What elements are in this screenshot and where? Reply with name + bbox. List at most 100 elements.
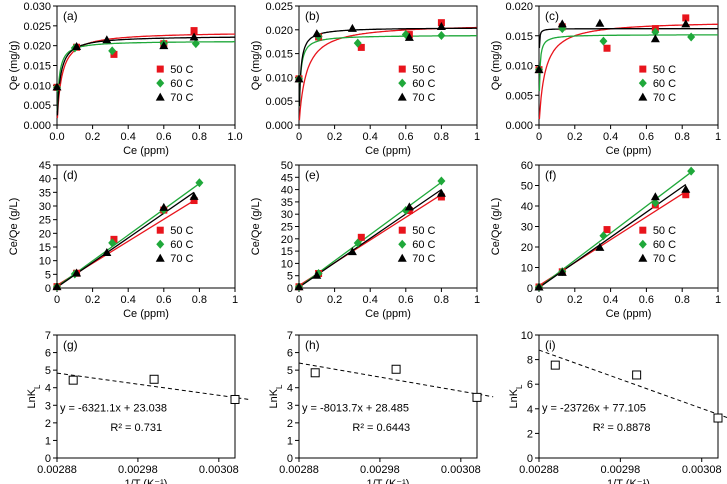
x-tick-label: 0.8 [675, 294, 690, 306]
x-tick-label: 0.00298 [360, 464, 400, 476]
x-axis-title: Ce (ppm) [365, 145, 411, 157]
legend-label: 70 C [653, 92, 676, 104]
y-tick-label: 35 [39, 187, 51, 199]
y-tick-label: 5 [45, 365, 51, 377]
x-axis-title: 1/T (K⁻¹) [607, 478, 650, 484]
data-point-70C [159, 202, 169, 211]
y-tick-label: 4 [287, 383, 293, 395]
data-point [713, 413, 723, 423]
trend-equation: y = -6321.1x + 23.038 [60, 402, 167, 414]
legend-marker [398, 226, 406, 234]
chart-panel-g: 0 1 2 3 4 5 6 7 0.00288 0.00298 0.00308 1/T (K⁻¹) Ln… [26, 330, 252, 484]
x-tick-label: 0.00298 [600, 464, 640, 476]
data-point-70C [557, 19, 567, 28]
legend-marker [398, 239, 407, 249]
y-tick-label: 0.010 [23, 80, 51, 92]
y-tick-label: 0 [45, 283, 51, 295]
x-tick-label: 0.00298 [118, 464, 158, 476]
y-tick-label: 7 [287, 330, 293, 342]
fit-curve-60C [298, 35, 477, 107]
data-point-70C [436, 21, 446, 30]
y-tick-label: 0 [287, 283, 293, 295]
legend-marker [639, 226, 647, 234]
y-tick-label: 20 [521, 242, 533, 254]
plot-frame [538, 164, 719, 289]
y-tick-label: 8 [527, 355, 533, 367]
data-point-50C [190, 197, 198, 205]
data-point-70C [347, 23, 357, 32]
y-tick-label: 6 [45, 348, 51, 360]
data-point-70C [650, 192, 660, 201]
panel-label: (g) [63, 338, 78, 352]
fit-line-60C [298, 181, 442, 288]
x-tick-label: 0.6 [639, 294, 654, 306]
chart-panel-c: 0.000 0.005 0.010 0.015 0.020 0 0.2 0.4 0.6 0.8 1 C… [490, 1, 721, 157]
data-point [310, 368, 320, 378]
data-point-50C [110, 235, 118, 243]
legend-label: 50 C [653, 225, 676, 237]
data-point-60C [108, 238, 117, 248]
data-point [550, 360, 560, 370]
x-tick-label: 1 [232, 294, 238, 306]
fit-line-70C [298, 189, 442, 288]
fit-curve-70C [298, 27, 477, 107]
y-tick-label: 0.010 [505, 61, 533, 73]
fit-curve-60C [538, 34, 718, 92]
data-point-70C [595, 242, 605, 251]
y-tick-label: 10 [39, 256, 51, 268]
data-point-50C [682, 191, 690, 199]
r-squared: R² = 0.8878 [593, 422, 651, 434]
x-tick-label: 0.4 [121, 131, 136, 143]
data-point-70C [189, 32, 199, 41]
x-tick-label: 0.6 [156, 294, 171, 306]
y-axis-title-subscript: L [33, 384, 42, 389]
y-tick-label: 25 [281, 222, 293, 234]
y-tick-label: 10 [521, 330, 533, 342]
y-tick-label: 0.015 [23, 61, 51, 73]
data-point [472, 392, 482, 402]
x-tick-label: 0.2 [567, 294, 582, 306]
x-tick-label: 0 [536, 294, 542, 306]
y-tick-label: 0.000 [23, 120, 51, 132]
y-tick-label: 2 [287, 418, 293, 430]
legend-label: 50 C [412, 64, 435, 76]
legend-label: 50 C [170, 225, 193, 237]
legend-marker [156, 239, 165, 249]
y-axis-title: Ce/Qe (g/L) [8, 198, 20, 255]
legend-label: 70 C [412, 92, 435, 104]
y-tick-label: 20 [281, 234, 293, 246]
y-tick-label: 4 [45, 383, 51, 395]
x-axis-title: 1/T (K⁻¹) [367, 478, 410, 484]
legend-label: 60 C [170, 239, 193, 251]
data-point-60C [687, 32, 696, 42]
fit-curve-70C [56, 36, 235, 116]
data-point-70C [312, 270, 322, 279]
y-tick-label: 0.000 [505, 120, 533, 132]
y-tick-label: 35 [281, 197, 293, 209]
legend-marker [398, 78, 407, 88]
chart-panel-f: 0 10 20 30 40 50 60 0 0.2 0.4 0.6 0.8 1 Ce (ppm) Ce/Qe… [490, 160, 721, 320]
legend-marker [155, 253, 165, 262]
x-tick-label: 0.8 [434, 294, 449, 306]
y-tick-label: 0.010 [265, 72, 293, 84]
data-point-70C [436, 188, 446, 197]
x-tick-label: 0.2 [327, 131, 342, 143]
y-tick-label: 0 [527, 283, 533, 295]
y-tick-label: 3 [287, 400, 293, 412]
y-tick-label: 2 [45, 418, 51, 430]
data-point-70C [534, 282, 544, 291]
panel-label: (e) [305, 168, 320, 182]
legend-marker [638, 239, 647, 249]
y-tick-label: 0.025 [265, 1, 293, 13]
x-tick-label: 0.6 [639, 131, 654, 143]
panel-label: (d) [63, 168, 78, 182]
y-tick-label: 7 [45, 330, 51, 342]
y-axis-title: Qe (mg/g) [250, 41, 262, 91]
data-point [632, 370, 642, 380]
y-tick-label: 6 [527, 379, 533, 391]
y-axis-title-subscript: L [515, 384, 524, 389]
y-tick-label: 1 [45, 435, 51, 447]
x-tick-label: 0.00288 [519, 464, 559, 476]
x-tick-label: 0.4 [121, 294, 136, 306]
